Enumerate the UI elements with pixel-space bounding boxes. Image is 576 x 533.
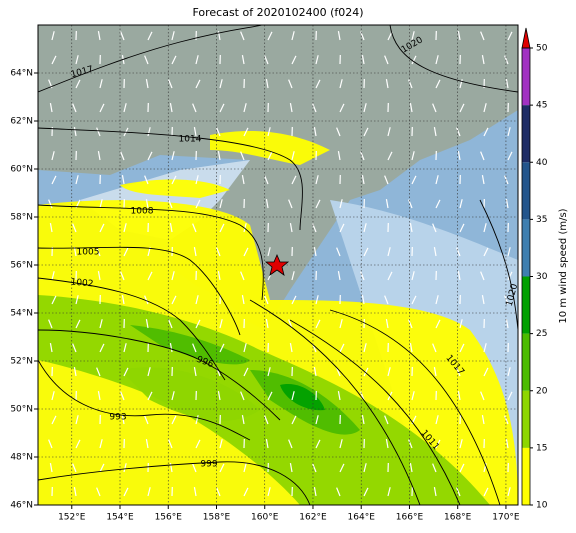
colorbar-band — [522, 48, 530, 105]
x-tick-label: 162°E — [299, 513, 327, 523]
y-tick-label: 56°N — [10, 261, 33, 271]
isobar-label: 1014 — [179, 135, 202, 145]
colorbar-band — [522, 277, 530, 334]
y-tick-label: 60°N — [10, 165, 33, 175]
colorbar-extension — [522, 28, 530, 48]
x-tick-label: 152°E — [58, 513, 86, 523]
y-tick-label: 62°N — [10, 117, 33, 127]
colorbar-tick-label: 20 — [536, 386, 548, 396]
colorbar-band — [522, 105, 530, 162]
colorbar-tick-label: 25 — [536, 329, 547, 339]
x-tick-label: 170°E — [492, 513, 520, 523]
x-tick-label: 168°E — [444, 513, 472, 523]
map-area: 1017102010141008100510029969939991011101… — [38, 25, 520, 505]
y-tick-label: 64°N — [10, 69, 33, 79]
colorbar-label: 10 m wind speed (m/s) — [558, 208, 569, 323]
colorbar-tick-label: 45 — [536, 101, 547, 111]
y-tick-label: 48°N — [10, 453, 33, 463]
x-tick-label: 166°E — [396, 513, 424, 523]
y-tick-label: 54°N — [10, 309, 33, 319]
colorbar-tick-label: 35 — [536, 215, 547, 225]
x-tick-label: 154°E — [106, 513, 134, 523]
x-tick-label: 156°E — [155, 513, 183, 523]
title: Forecast of 2020102400 (f024) — [192, 6, 363, 19]
y-tick-label: 50°N — [10, 405, 33, 415]
colorbar-band — [522, 391, 530, 448]
y-tick-label: 58°N — [10, 213, 33, 223]
colorbar-tick-label: 40 — [536, 158, 548, 168]
x-tick-label: 158°E — [203, 513, 231, 523]
colorbar-tick-label: 10 — [536, 501, 548, 511]
colorbar-band — [522, 448, 530, 505]
y-tick-label: 52°N — [10, 357, 33, 367]
colorbar-band — [522, 334, 530, 391]
y-tick-label: 46°N — [10, 501, 33, 511]
colorbar-band — [522, 219, 530, 276]
colorbar-band — [522, 162, 530, 219]
x-tick-label: 164°E — [348, 513, 376, 523]
x-tick-label: 160°E — [251, 513, 279, 523]
isobar-label: 993 — [109, 413, 126, 423]
isobar-label: 1005 — [77, 248, 100, 258]
colorbar: 10 15 20 25 30 35 40 45 50 — [522, 28, 548, 511]
isobar-label: 1002 — [70, 278, 94, 290]
colorbar-tick-label: 30 — [536, 272, 548, 282]
isobar-label: 999 — [200, 460, 217, 470]
colorbar-tick-label: 50 — [536, 44, 548, 54]
colorbar-tick-label: 15 — [536, 443, 547, 453]
isobar-label: 1008 — [131, 207, 154, 217]
